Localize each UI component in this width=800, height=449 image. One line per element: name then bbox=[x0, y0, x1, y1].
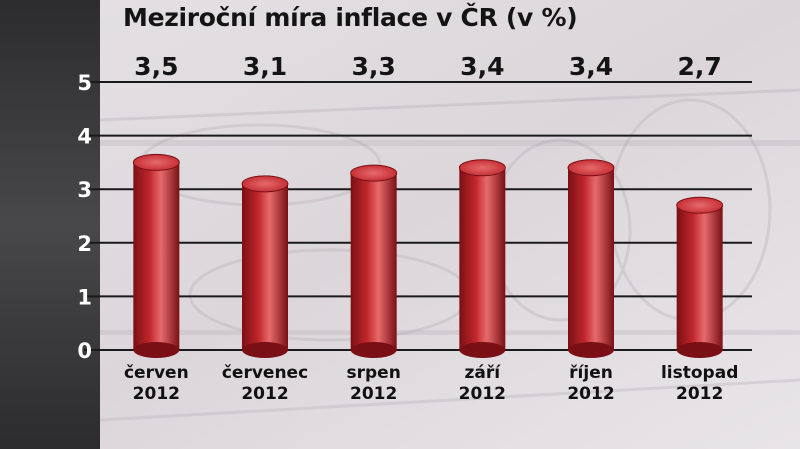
value-label: 3,4 bbox=[460, 52, 504, 81]
bar-body bbox=[133, 162, 180, 350]
bar-cap bbox=[676, 196, 724, 214]
bar-body bbox=[350, 173, 397, 350]
value-label: 3,3 bbox=[352, 52, 396, 81]
bar-body bbox=[676, 205, 723, 350]
bar-base bbox=[568, 342, 614, 358]
bar-body bbox=[459, 167, 506, 350]
bar-base bbox=[459, 342, 506, 358]
x-tick-label-year: 2012 bbox=[676, 384, 723, 404]
bar-body bbox=[242, 183, 288, 350]
x-tick-label-year: 2012 bbox=[241, 384, 288, 404]
bar-base bbox=[242, 342, 288, 358]
bar-cap bbox=[350, 164, 398, 182]
x-tick-label-year: 2012 bbox=[459, 384, 506, 404]
x-tick-label: říjen bbox=[569, 363, 613, 383]
bar bbox=[241, 175, 289, 358]
bar-base bbox=[350, 342, 397, 358]
bar-base bbox=[676, 342, 723, 358]
bar bbox=[567, 159, 615, 358]
bar bbox=[132, 153, 180, 358]
bar-base bbox=[133, 342, 180, 358]
x-tick-label: listopad bbox=[661, 363, 738, 383]
bar-cap bbox=[458, 159, 506, 177]
x-tick-label: září bbox=[465, 363, 502, 383]
bar-cap bbox=[132, 153, 180, 171]
x-tick-label: červen bbox=[124, 363, 189, 383]
value-label: 2,7 bbox=[678, 52, 722, 81]
y-tick-label: 2 bbox=[77, 232, 92, 256]
bar-cap bbox=[567, 159, 615, 177]
bar bbox=[458, 159, 506, 358]
bar-cap bbox=[241, 175, 289, 193]
value-label: 3,5 bbox=[134, 52, 178, 81]
x-tick-label: srpen bbox=[347, 363, 401, 383]
y-tick-label: 0 bbox=[77, 339, 92, 363]
x-tick-label-year: 2012 bbox=[133, 384, 180, 404]
bar-body bbox=[568, 167, 614, 350]
axis-panel bbox=[0, 0, 100, 449]
x-tick-label-year: 2012 bbox=[350, 384, 397, 404]
chart-title: Meziroční míra inflace v ČR (v %) bbox=[123, 3, 578, 32]
y-tick-label: 3 bbox=[77, 178, 92, 202]
value-label: 3,4 bbox=[569, 52, 613, 81]
x-tick-label: červenec bbox=[222, 363, 308, 383]
y-tick-label: 4 bbox=[77, 125, 92, 149]
y-tick-label: 1 bbox=[77, 285, 92, 309]
bar bbox=[350, 164, 398, 358]
value-label: 3,1 bbox=[243, 52, 287, 81]
bar bbox=[676, 196, 724, 358]
y-tick-label: 5 bbox=[77, 71, 92, 95]
x-tick-label-year: 2012 bbox=[567, 384, 614, 404]
